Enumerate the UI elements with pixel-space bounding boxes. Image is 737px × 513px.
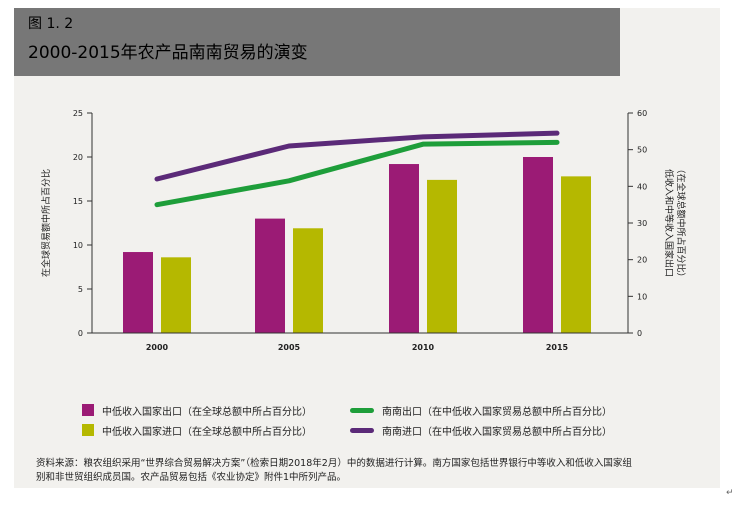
right-tick-label: 20 (637, 256, 647, 265)
right-tick-label: 60 (637, 109, 647, 118)
bars-group (123, 157, 591, 333)
left-tick-label: 15 (73, 197, 83, 206)
source-note: 资料来源：粮农组织采用“世界综合贸易解决方案”（检索日期2018年2月）中的数据… (36, 458, 632, 483)
legend-label-ss-import-line: 南南进口（在中低收入国家贸易总额中所占百分比） (382, 427, 612, 438)
figure-label: 图 1. 2 (28, 16, 74, 32)
right-tick-label: 50 (637, 146, 647, 155)
bar-import (293, 228, 323, 333)
y-axis-label: 在全球贸易额中所占百分比 (40, 169, 52, 277)
lines-group (154, 130, 560, 208)
legend-swatch-export-bar (82, 404, 94, 416)
corner-mark: ↵ (726, 488, 734, 498)
left-tick-label: 25 (73, 109, 83, 118)
x-tick-label: 2005 (278, 343, 301, 352)
legend-swatch-ss-export-line (350, 408, 374, 413)
figure-header (14, 8, 620, 76)
line-ss-import (154, 130, 560, 182)
bar-export (389, 164, 419, 333)
left-tick-label: 0 (78, 329, 83, 338)
right-tick-label: 10 (637, 292, 647, 301)
figure-title: 2000-2015年农产品南南贸易的演变 (28, 43, 308, 63)
left-tick-label: 10 (73, 241, 83, 250)
legend-label-import-bar: 中低收入国家进口（在全球总额中所占百分比） (102, 427, 312, 438)
bar-import (561, 176, 591, 333)
axes-group: 0 5 10 15 20 25 0 10 20 30 40 50 60 2000 2005 2010 2015 在… (40, 109, 687, 352)
bar-import (161, 257, 191, 333)
bar-import (427, 179, 457, 333)
x-tick-label: 2015 (546, 343, 569, 352)
y2-axis-label: 低收入和中等收入国家出口 (663, 169, 675, 277)
legend-swatch-ss-import-line (350, 428, 374, 433)
line-ss-export (154, 139, 560, 208)
y2-axis-label: （在全球总额中所占百分比） (675, 164, 687, 281)
bar-export (123, 252, 153, 333)
legend-swatch-import-bar (82, 424, 94, 436)
right-tick-label: 0 (637, 329, 642, 338)
legend-label-export-bar: 中低收入国家出口（在全球总额中所占百分比） (102, 407, 312, 418)
x-tick-label: 2000 (146, 343, 169, 352)
right-tick-label: 40 (637, 182, 647, 191)
left-tick-label: 20 (73, 153, 83, 162)
bar-export (255, 218, 285, 333)
x-tick-label: 2010 (412, 343, 435, 352)
right-tick-label: 30 (637, 219, 647, 228)
legend-label-ss-export-line: 南南出口（在中低收入国家贸易总额中所占百分比） (382, 407, 612, 418)
left-tick-label: 5 (78, 285, 83, 294)
bar-export (523, 157, 553, 333)
